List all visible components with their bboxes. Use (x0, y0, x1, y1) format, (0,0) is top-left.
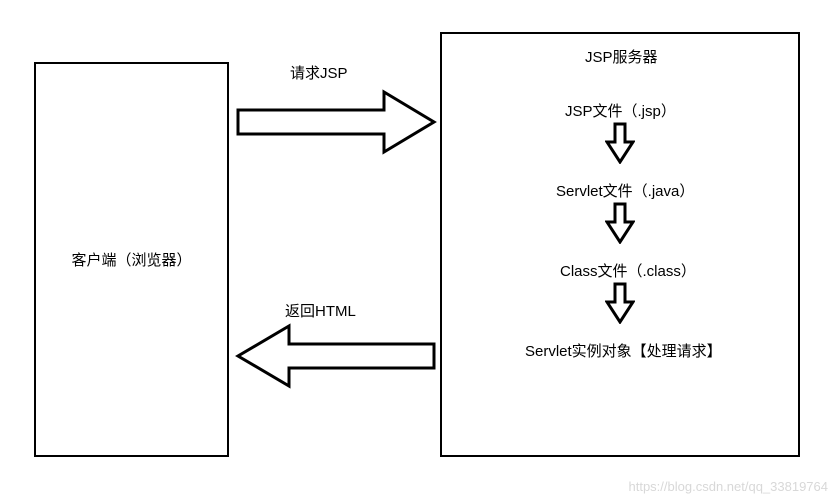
down-arrow-icon (605, 282, 635, 324)
response-label: 返回HTML (285, 300, 356, 321)
step-jsp-file: JSP文件（.jsp） (565, 100, 676, 121)
watermark: https://blog.csdn.net/qq_33819764 (629, 479, 829, 494)
step-servlet-file: Servlet文件（.java） (556, 180, 694, 201)
client-label: 客户端（浏览器） (71, 249, 191, 270)
step-class-file: Class文件（.class） (560, 260, 696, 281)
request-label: 请求JSP (290, 62, 348, 83)
step-servlet-instance: Servlet实例对象【处理请求】 (525, 340, 722, 361)
server-box (440, 32, 800, 457)
client-box: 客户端（浏览器） (34, 62, 229, 457)
down-arrow-icon (605, 202, 635, 244)
server-title: JSP服务器 (585, 46, 658, 67)
request-arrow-icon (234, 88, 439, 158)
down-arrow-icon (605, 122, 635, 164)
response-arrow-icon (234, 322, 439, 392)
